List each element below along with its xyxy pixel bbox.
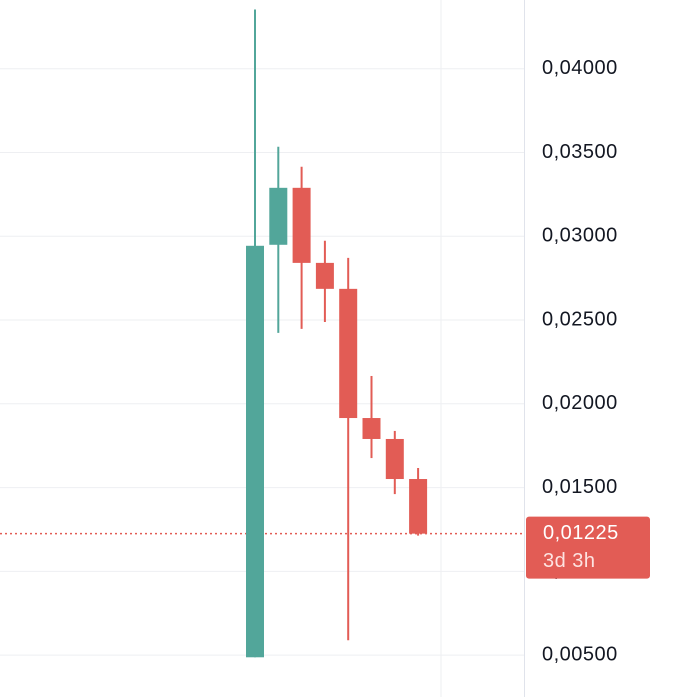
candle-body [246,245,264,658]
candle-body [292,187,311,263]
y-tick-label: 0,03500 [542,141,618,163]
price-tag [526,516,650,579]
candle-body [269,187,288,245]
y-tick-label: 0,03000 [542,225,618,247]
y-tick-label: 0,04000 [542,57,618,79]
price-tag-label: 0,01225 [543,522,619,544]
y-tick-label: 0,02500 [542,308,618,330]
candle-body [385,438,404,480]
y-tick-label: 0,00500 [542,643,618,665]
countdown-label: 3d 3h [543,550,596,572]
candle-body [339,288,358,419]
y-tick-label: 0,02000 [542,392,618,414]
candle-body [362,418,381,439]
y-tick-label: 0,01500 [542,476,618,498]
candle-body [409,479,428,534]
candle-body [315,262,334,289]
